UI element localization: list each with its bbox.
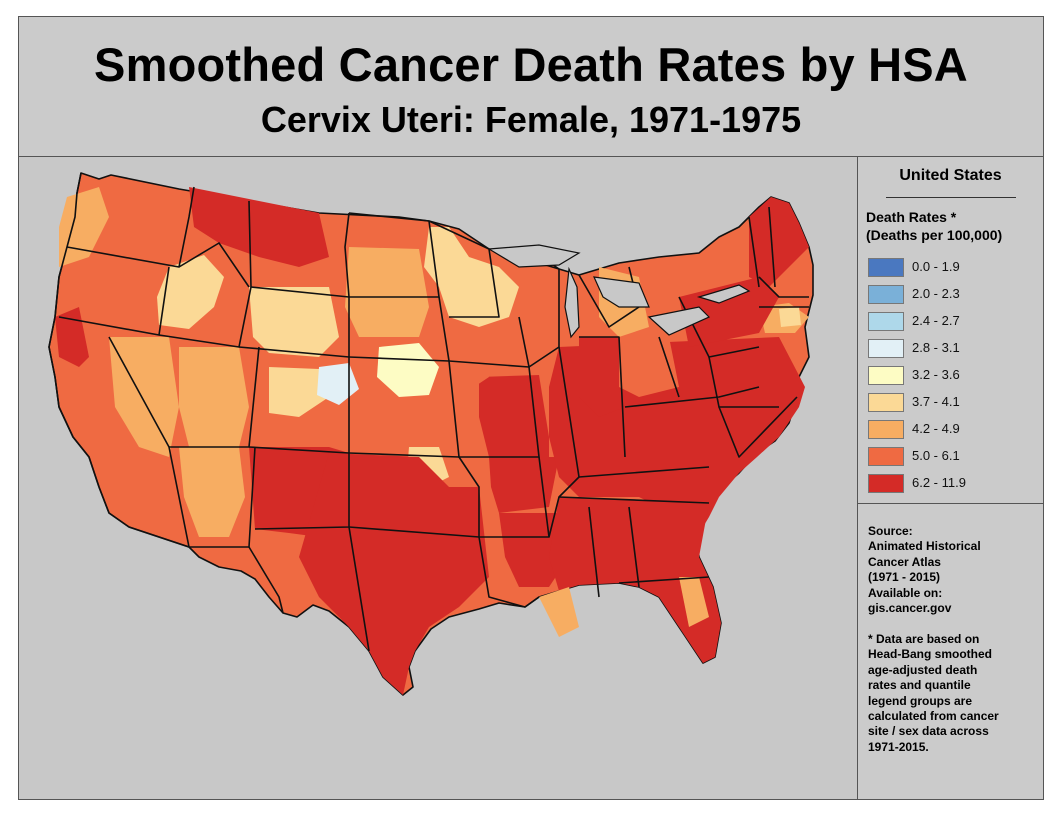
legend-divider xyxy=(886,197,1016,198)
legend-swatch xyxy=(868,420,904,439)
source-panel: Source: Animated Historical Cancer Atlas (1… xyxy=(858,504,1043,799)
legend-swatch xyxy=(868,285,904,304)
legend-swatch xyxy=(868,474,904,493)
state-borders xyxy=(48,172,809,652)
legend-item-label: 3.2 - 3.6 xyxy=(912,367,960,382)
legend-label: Death Rates * xyxy=(866,209,957,225)
great-lakes xyxy=(487,244,751,339)
source-line: gis.cancer.gov xyxy=(868,601,952,616)
legend-units: (Deaths per 100,000) xyxy=(866,227,1003,243)
footnote-text: * Data are based on Head-Bang smoothed age… xyxy=(868,632,999,755)
legend-swatch xyxy=(868,339,904,358)
map-subtitle: Cervix Uteri: Female, 1971-1975 xyxy=(260,99,802,140)
legend-item-label: 3.7 - 4.1 xyxy=(912,394,960,409)
legend-swatch xyxy=(868,258,904,277)
footnote-line: site / sex data across xyxy=(868,724,989,739)
legend-item-label: 2.0 - 2.3 xyxy=(912,286,960,301)
legend-swatch xyxy=(868,447,904,466)
source-line: Cancer Atlas xyxy=(868,554,941,569)
footnote-line: 1971-2015. xyxy=(868,739,929,754)
legend-swatch xyxy=(868,393,904,412)
map-area xyxy=(19,157,858,799)
footnote-line: * Data are based on xyxy=(868,632,980,646)
source-text: Source: Animated Historical Cancer Atlas (1… xyxy=(868,524,981,616)
footnote-line: calculated from cancer xyxy=(868,709,999,724)
legend-item-label: 4.2 - 4.9 xyxy=(912,421,960,436)
footnote-line: rates and quantile xyxy=(868,678,971,693)
footnote-line: legend groups are xyxy=(868,693,973,708)
legend-region-title: United States xyxy=(899,167,1002,184)
legend-panel: United States Death Rates * (Deaths per … xyxy=(858,157,1043,504)
source-line: (1971 - 2015) xyxy=(868,570,941,585)
legend-item-label: 5.0 - 6.1 xyxy=(912,448,960,463)
source-line: Available on: xyxy=(868,585,943,600)
map-title: Smoothed Cancer Death Rates by HSA xyxy=(94,38,968,91)
legend-item-label: 0.0 - 1.9 xyxy=(912,259,960,274)
legend-item-label: 2.8 - 3.1 xyxy=(912,340,960,355)
map-frame: Smoothed Cancer Death Rates by HSA Cervi… xyxy=(18,16,1044,800)
legend-swatch xyxy=(868,312,904,331)
high-rate-regions xyxy=(55,187,809,695)
legend-swatch xyxy=(868,366,904,385)
footnote-line: Head-Bang smoothed xyxy=(868,647,993,662)
title-panel: Smoothed Cancer Death Rates by HSA Cervi… xyxy=(19,17,1043,157)
source-line: Source: xyxy=(868,524,913,538)
us-choropleth-map xyxy=(48,172,814,696)
legend-item-label: 2.4 - 2.7 xyxy=(912,313,960,328)
legend-item-label: 6.2 - 11.9 xyxy=(912,475,966,490)
source-line: Animated Historical xyxy=(868,539,981,554)
footnote-line: age-adjusted death xyxy=(868,662,978,677)
